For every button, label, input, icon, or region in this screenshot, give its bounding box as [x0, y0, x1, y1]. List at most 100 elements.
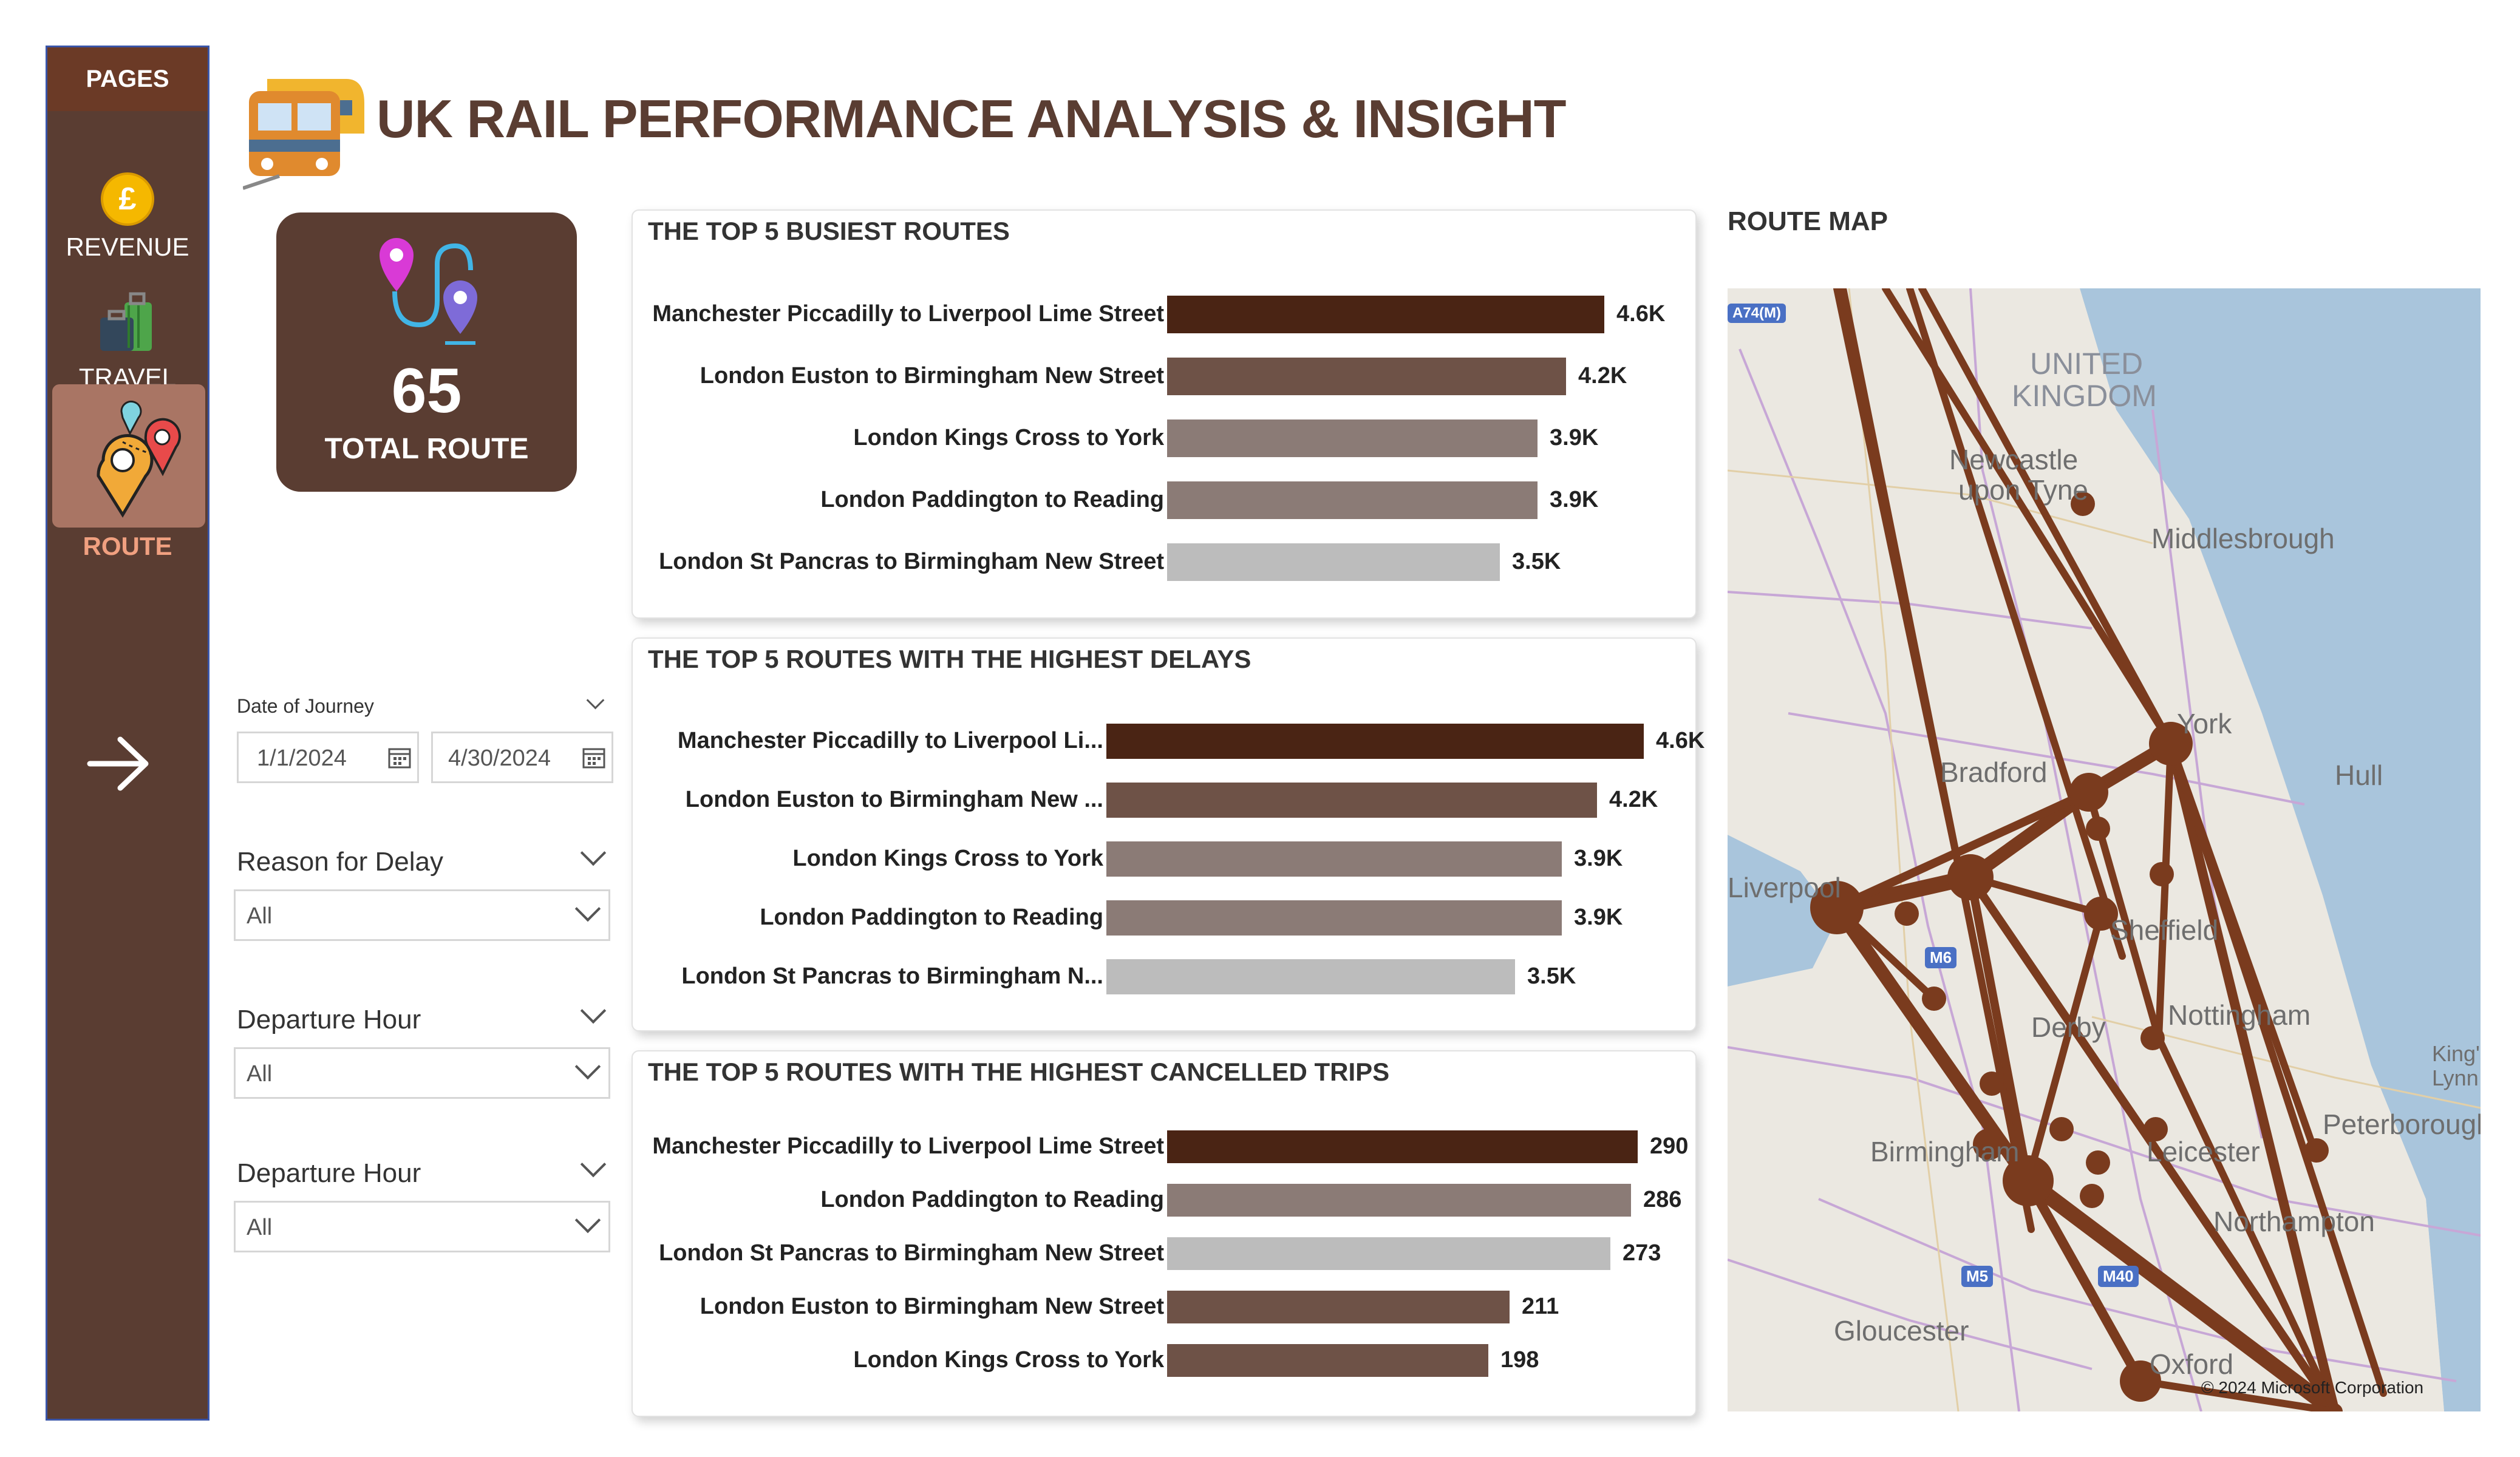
route-pins-icon [380, 238, 477, 345]
bar-category-label: London Euston to Birmingham New Street [700, 363, 1164, 389]
map-label-sheffield: Sheffield [2110, 914, 2219, 946]
bar-category-label: London Euston to Birmingham New Street [700, 1294, 1164, 1319]
date-end-input[interactable]: 4/30/2024 [431, 732, 613, 783]
map-title: ROUTE MAP [1728, 206, 1888, 236]
chart-title: THE TOP 5 ROUTES WITH THE HIGHEST CANCEL… [648, 1058, 1390, 1086]
svg-text:£: £ [119, 182, 137, 217]
nav-travel[interactable]: TRAVEL [47, 290, 208, 392]
chevron-down-icon [574, 1053, 601, 1080]
bar-category-label: London Paddington to Reading [760, 905, 1103, 930]
train-icon [243, 79, 364, 190]
bar[interactable] [1106, 783, 1597, 818]
bar-value-label: 3.5K [1527, 963, 1576, 989]
bar-value-label: 286 [1643, 1187, 1682, 1212]
date-chevron-icon[interactable] [586, 691, 605, 710]
map-label-oxford: Oxford [2150, 1348, 2234, 1380]
chart-title: THE TOP 5 BUSIEST ROUTES [648, 217, 1010, 245]
total-route-label: TOTAL ROUTE [324, 433, 529, 465]
bar-category-label: London St Pancras to Birmingham New Stre… [659, 1240, 1164, 1266]
bar-value-label: 3.9K [1574, 846, 1623, 871]
bar-category-label: London Paddington to Reading [820, 487, 1164, 512]
map-label-york: York [2177, 708, 2232, 739]
reason-filter-label: Reason for Delay [237, 847, 443, 877]
bar[interactable] [1106, 841, 1562, 877]
total-route-card: 65 TOTAL ROUTE [276, 212, 577, 492]
bar-value-label: 4.2K [1609, 787, 1658, 812]
bar[interactable] [1167, 1130, 1638, 1163]
map-label-derby: Derby [2031, 1011, 2106, 1043]
bar-value-label: 273 [1623, 1240, 1661, 1266]
map-label-kings: King's [2432, 1041, 2481, 1066]
hour2-dropdown[interactable]: All [234, 1201, 610, 1252]
pages-sidebar: PAGES £ REVENUE TRAVEL ROUTE [46, 46, 209, 1421]
bar[interactable] [1167, 1184, 1631, 1217]
bar[interactable] [1167, 296, 1604, 333]
map-label-hull: Hull [2335, 759, 2383, 791]
pages-header: PAGES [47, 47, 208, 111]
bar[interactable] [1167, 1344, 1488, 1377]
bar-value-label: 290 [1650, 1133, 1689, 1159]
bar[interactable] [1106, 900, 1562, 936]
map-label-kingdom: KINGDOM [2012, 379, 2157, 413]
bar-value-label: 3.5K [1512, 549, 1561, 574]
bar-category-label: London St Pancras to Birmingham N... [681, 963, 1103, 989]
hour-collapse-chevron-icon[interactable] [580, 997, 607, 1024]
chevron-down-icon [574, 895, 601, 922]
bar[interactable] [1167, 419, 1538, 457]
nav-revenue-label: REVENUE [66, 233, 189, 261]
bar[interactable] [1167, 543, 1500, 581]
bar-category-label: London Euston to Birmingham New ... [685, 787, 1103, 812]
calendar-icon[interactable] [387, 745, 412, 770]
bar-category-label: Manchester Piccadilly to Liverpool Lime … [652, 301, 1164, 327]
nav-route[interactable]: ROUTE [47, 399, 208, 561]
bar-value-label: 211 [1522, 1294, 1559, 1319]
calendar-icon[interactable] [582, 745, 606, 770]
bar-category-label: London Paddington to Reading [820, 1187, 1164, 1212]
map-label-liverpool: Liverpool [1728, 872, 1841, 903]
map-label-northampton: Northampton [2213, 1206, 2375, 1237]
map-pins-icon [97, 400, 181, 518]
chevron-down-icon [574, 1207, 601, 1234]
map-label-nottingham: Nottingham [2168, 999, 2311, 1031]
nav-route-label: ROUTE [83, 532, 172, 560]
bar-category-label: London Kings Cross to York [792, 846, 1103, 871]
bar[interactable] [1167, 481, 1538, 519]
bar-value-label: 198 [1500, 1347, 1539, 1373]
hour2-collapse-chevron-icon[interactable] [580, 1151, 607, 1178]
bar[interactable] [1167, 358, 1566, 395]
map-base [1728, 288, 2481, 1411]
reason-value: All [247, 903, 273, 929]
hour-dropdown[interactable]: All [234, 1047, 610, 1099]
luggage-icon [100, 292, 152, 351]
map-label-birmingham: Birmingham [1870, 1136, 2020, 1167]
bar-value-label: 4.6K [1616, 301, 1666, 327]
delay-routes-card: THE TOP 5 ROUTES WITH THE HIGHEST DELAYS… [632, 637, 1704, 1031]
page-title: UK RAIL PERFORMANCE ANALYSIS & INSIGHT [376, 89, 1566, 149]
map-label-upon-tyne: upon Tyne [1958, 474, 2089, 506]
bar-value-label: 3.9K [1550, 487, 1599, 512]
date-start-input[interactable]: 1/1/2024 [237, 732, 419, 783]
bar[interactable] [1167, 1291, 1510, 1323]
road-shield-m40: M40 [2098, 1266, 2139, 1287]
map-copyright: © 2024 Microsoft Corporation [2201, 1378, 2424, 1397]
bar[interactable] [1106, 724, 1644, 759]
map-label-united: UNITED [2030, 347, 2144, 381]
arrow-right-icon[interactable] [84, 733, 157, 794]
chart-title: THE TOP 5 ROUTES WITH THE HIGHEST DELAYS [648, 645, 1251, 673]
reason-collapse-chevron-icon[interactable] [580, 840, 607, 866]
road-shield-m5: M5 [1961, 1266, 1994, 1287]
date-filter-label: Date of Journey [237, 695, 374, 717]
route-map[interactable]: UNITED KINGDOM Newcastle upon Tyne Middl… [1728, 288, 2481, 1411]
date-start-value: 1/1/2024 [257, 745, 347, 771]
bar-value-label: 4.2K [1578, 363, 1627, 389]
total-route-value: 65 [391, 356, 462, 426]
map-label-leicester: Leicester [2147, 1136, 2260, 1167]
nav-revenue[interactable]: £ REVENUE [47, 172, 208, 262]
reason-dropdown[interactable]: All [234, 889, 610, 941]
map-label-middlesbrough: Middlesbrough [2151, 523, 2335, 554]
hour-value: All [247, 1061, 273, 1087]
bar[interactable] [1167, 1237, 1610, 1270]
bar-category-label: Manchester Piccadilly to Liverpool Li... [677, 728, 1103, 753]
busiest-routes-card: THE TOP 5 BUSIEST ROUTES Manchester Picc… [632, 209, 1697, 619]
bar[interactable] [1106, 959, 1515, 994]
